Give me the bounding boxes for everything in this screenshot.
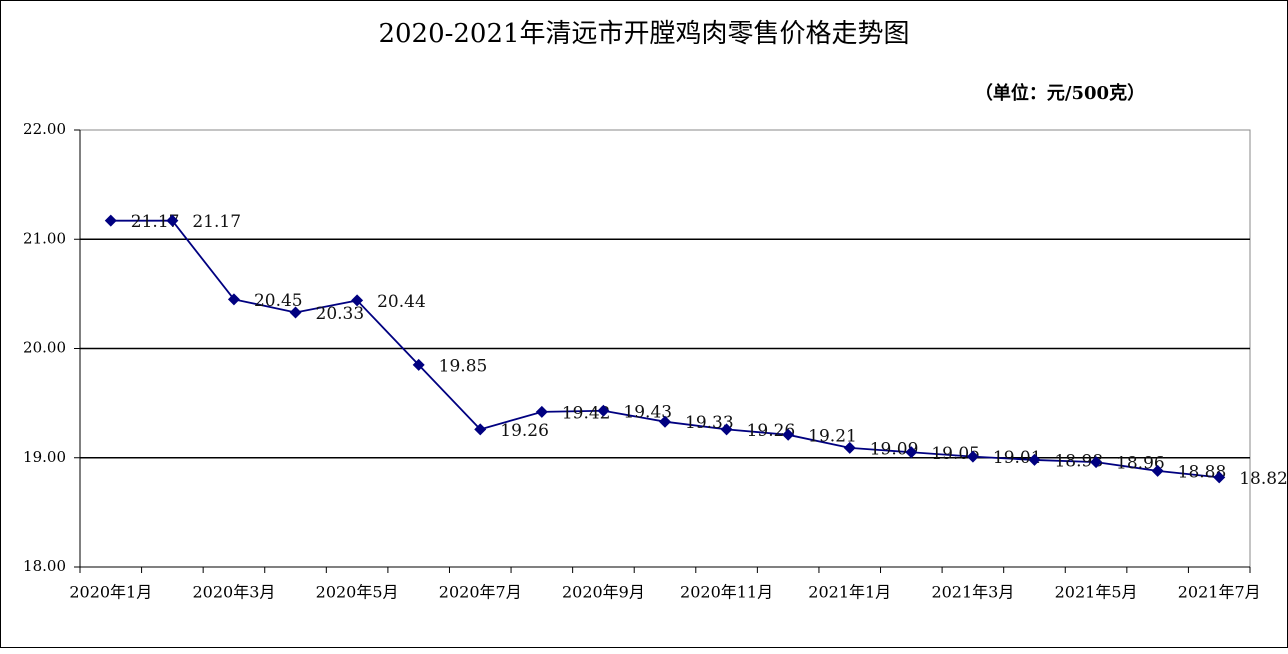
data-label: 20.44 xyxy=(377,292,426,312)
data-label: 19.33 xyxy=(685,413,734,433)
data-point xyxy=(1213,471,1226,484)
y-tick-label: 19.00 xyxy=(23,448,66,466)
x-tick-label: 2021年5月 xyxy=(1055,583,1138,602)
y-tick-label: 20.00 xyxy=(23,339,66,357)
chart-subtitle: （单位：元/500克） xyxy=(975,82,1145,104)
data-point xyxy=(720,423,733,436)
data-label: 20.33 xyxy=(316,304,365,324)
x-tick-label: 2020年9月 xyxy=(562,583,645,602)
chart-title: 2020-2021年清远市开膛鸡肉零售价格走势图 xyxy=(378,19,909,49)
data-label: 20.45 xyxy=(254,291,303,311)
data-point xyxy=(227,293,240,306)
data-label: 19.26 xyxy=(500,421,549,441)
data-label: 19.26 xyxy=(747,421,796,441)
data-point xyxy=(289,306,302,319)
data-label: 21.17 xyxy=(131,212,180,232)
x-tick-label: 2020年11月 xyxy=(680,583,773,602)
data-label: 19.43 xyxy=(623,402,672,422)
data-point xyxy=(1090,456,1103,469)
data-point xyxy=(412,358,425,371)
data-label: 18.82 xyxy=(1239,469,1288,489)
y-tick-label: 21.00 xyxy=(23,229,66,247)
data-point xyxy=(782,428,795,441)
data-label: 19.85 xyxy=(439,356,488,376)
data-label: 19.05 xyxy=(931,444,980,464)
x-tick-label: 2020年5月 xyxy=(316,583,399,602)
data-point xyxy=(104,214,117,227)
x-tick-label: 2020年7月 xyxy=(439,583,522,602)
data-point xyxy=(843,441,856,454)
x-tick-label: 2021年3月 xyxy=(931,583,1014,602)
x-tick-label: 2021年7月 xyxy=(1178,583,1261,602)
x-tick-label: 2021年1月 xyxy=(808,583,891,602)
data-point xyxy=(905,446,918,459)
data-point xyxy=(1151,464,1164,477)
y-tick-label: 18.00 xyxy=(23,557,66,575)
data-label: 21.17 xyxy=(192,212,241,232)
data-point xyxy=(1028,453,1041,466)
x-tick-label: 2020年3月 xyxy=(192,583,275,602)
x-tick-label: 2020年1月 xyxy=(69,583,152,602)
data-point xyxy=(166,214,179,227)
data-label: 19.09 xyxy=(870,439,919,459)
data-label: 18.96 xyxy=(1116,454,1165,474)
data-label: 19.42 xyxy=(562,403,611,423)
data-point xyxy=(351,294,364,307)
data-point xyxy=(966,450,979,463)
data-point xyxy=(659,415,671,428)
data-point xyxy=(597,404,610,417)
data-label: 19.21 xyxy=(808,426,857,446)
y-tick-label: 22.00 xyxy=(23,120,66,138)
data-point xyxy=(535,405,548,418)
data-point xyxy=(474,423,487,436)
data-label: 19.01 xyxy=(993,448,1042,468)
data-label: 18.98 xyxy=(1054,451,1103,471)
